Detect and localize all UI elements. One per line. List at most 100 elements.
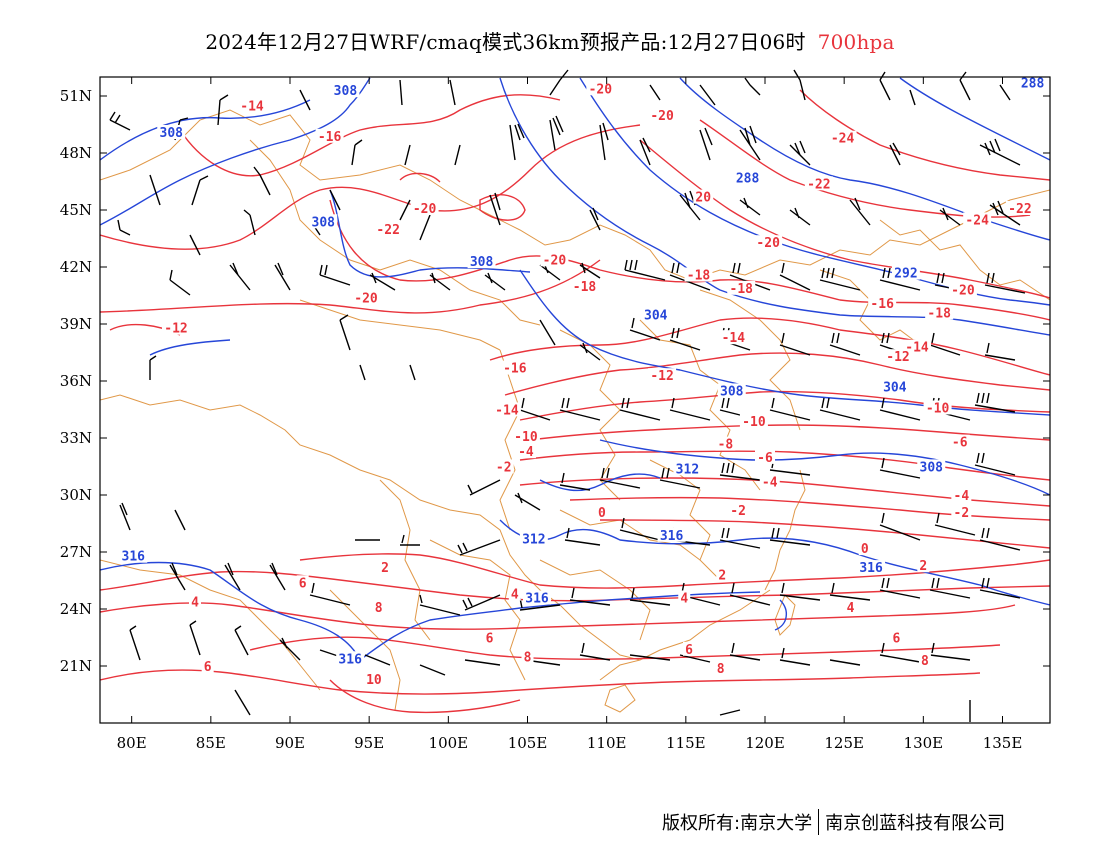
temperature-label: -18: [927, 307, 951, 322]
temperature-label-bg: [493, 459, 514, 474]
height-label: 308: [470, 255, 494, 270]
temperature-label: -12: [886, 350, 909, 365]
temperature-label: -22: [1008, 202, 1031, 217]
temperature-label: -16: [870, 297, 894, 312]
temperature-label-bg: [759, 474, 780, 489]
temperature-label-bg: [918, 653, 931, 668]
lat-tick-label: 45N: [60, 201, 92, 219]
temperature-contours: [100, 89, 1050, 714]
height-label-bg: [1018, 75, 1047, 90]
temperature-label: -6: [952, 436, 968, 451]
temperature-label-bg: [540, 252, 569, 267]
temperature-label: 8: [524, 650, 532, 665]
temperature-label: 2: [919, 559, 927, 574]
temperature-label-bg: [586, 81, 615, 96]
temperature-label-bg: [201, 658, 214, 673]
temperature-label-bg: [1005, 201, 1034, 215]
temperature-label-bg: [884, 349, 912, 364]
height-label-bg: [641, 307, 670, 322]
temperature-label: -20: [354, 291, 378, 306]
height-label-bg: [519, 531, 548, 546]
temperature-label: 6: [893, 631, 901, 646]
temperature-label-bg: [844, 600, 857, 614]
temperature-label: 6: [204, 660, 212, 675]
height-label-bg: [891, 265, 920, 280]
temperature-label: -10: [514, 430, 538, 445]
temperature-label-bg: [728, 503, 749, 518]
lon-tick-label: 130E: [904, 734, 944, 752]
temperature-label: -20: [650, 109, 674, 124]
temperature-label-bg: [719, 330, 748, 345]
height-contours: [100, 77, 1050, 662]
height-label: 288: [736, 172, 760, 187]
temperature-label: 6: [486, 631, 494, 646]
temperature-label: -18: [730, 282, 754, 297]
temperature-label: -10: [742, 415, 766, 430]
height-label: 312: [676, 462, 699, 477]
temperature-label-bg: [363, 672, 384, 687]
temperature-label-bg: [754, 235, 783, 250]
temperature-label-bg: [923, 400, 952, 415]
temperature-label-bg: [868, 296, 897, 310]
temperature-label-bg: [828, 130, 857, 145]
copyright-right: 南京创蓝科技有限公司: [825, 813, 1006, 834]
height-label: 288: [1021, 77, 1045, 92]
temperature-label: 4: [847, 601, 855, 616]
temperature-label-bg: [162, 320, 190, 335]
temperature-label-bg: [374, 221, 403, 236]
copyright-divider: [818, 809, 820, 835]
lon-tick-label: 90E: [275, 734, 305, 752]
height-label-bg: [523, 590, 551, 605]
lat-tick-label: 30N: [60, 486, 92, 504]
temperature-label: -6: [757, 451, 773, 466]
temperature-label-bg: [858, 541, 871, 556]
temperature-label: -2: [496, 460, 512, 475]
temperature-label-bg: [693, 189, 714, 204]
lat-tick-label: 21N: [60, 657, 92, 675]
height-label: 316: [122, 550, 146, 565]
temperature-label-bg: [963, 212, 992, 227]
title-text: 2024年12月27日WRF/cmaq模式36km预报产品:12月27日06时: [205, 30, 806, 54]
temperature-label: -18: [573, 280, 597, 295]
lat-tick-label: 36N: [60, 372, 92, 390]
temperature-label-bg: [925, 305, 954, 320]
height-label: 316: [660, 529, 684, 544]
temperature-label: 2: [718, 569, 726, 584]
temperature-label: -12: [650, 369, 673, 384]
height-label: 304: [644, 308, 668, 323]
height-label-bg: [119, 548, 148, 563]
plot-frame: [99, 76, 1051, 724]
temperature-label-bg: [508, 586, 521, 601]
temperature-label: -22: [376, 223, 399, 238]
temperature-label: -20: [951, 284, 975, 299]
temperature-label: -14: [495, 403, 519, 418]
height-label-bg: [467, 254, 496, 269]
temperature-label: -18: [687, 269, 711, 284]
temperature-label-bg: [951, 487, 972, 502]
height-label: 312: [522, 533, 545, 548]
height-label-bg: [857, 560, 886, 575]
temperature-label: -24: [965, 213, 989, 228]
temperature-label-bg: [678, 590, 691, 605]
longitude-axis: 80E 85E 90E 95E 100E 105E 110E 115E 120E 125E 130E…: [117, 77, 1022, 752]
temperature-label: 0: [598, 506, 606, 521]
lon-tick-label: 115E: [666, 734, 706, 752]
temperature-label: 6: [299, 576, 307, 591]
temperature-label-bg: [352, 290, 380, 305]
copyright-left: 版权所有:南京大学: [662, 813, 813, 834]
latitude-axis: 51N 48N 45N 42N 39N 36N 33N 30N 27N 24N 21N: [60, 87, 1050, 675]
lon-tick-label: 125E: [824, 734, 864, 752]
temperature-label-bg: [515, 444, 536, 459]
temperature-label-bg: [238, 98, 266, 113]
height-label: 316: [338, 652, 362, 667]
temperature-label-bg: [500, 360, 529, 375]
pressure-level: 700hpa: [817, 30, 895, 54]
temperature-label: -4: [954, 489, 970, 504]
lon-tick-label: 100E: [429, 734, 469, 752]
height-label: 308: [720, 384, 744, 399]
height-label: 292: [894, 267, 917, 282]
temperature-label-bg: [684, 267, 713, 282]
temperature-label-bg: [949, 434, 970, 449]
temperature-label-bg: [951, 505, 972, 519]
temperature-label: -20: [589, 82, 613, 97]
